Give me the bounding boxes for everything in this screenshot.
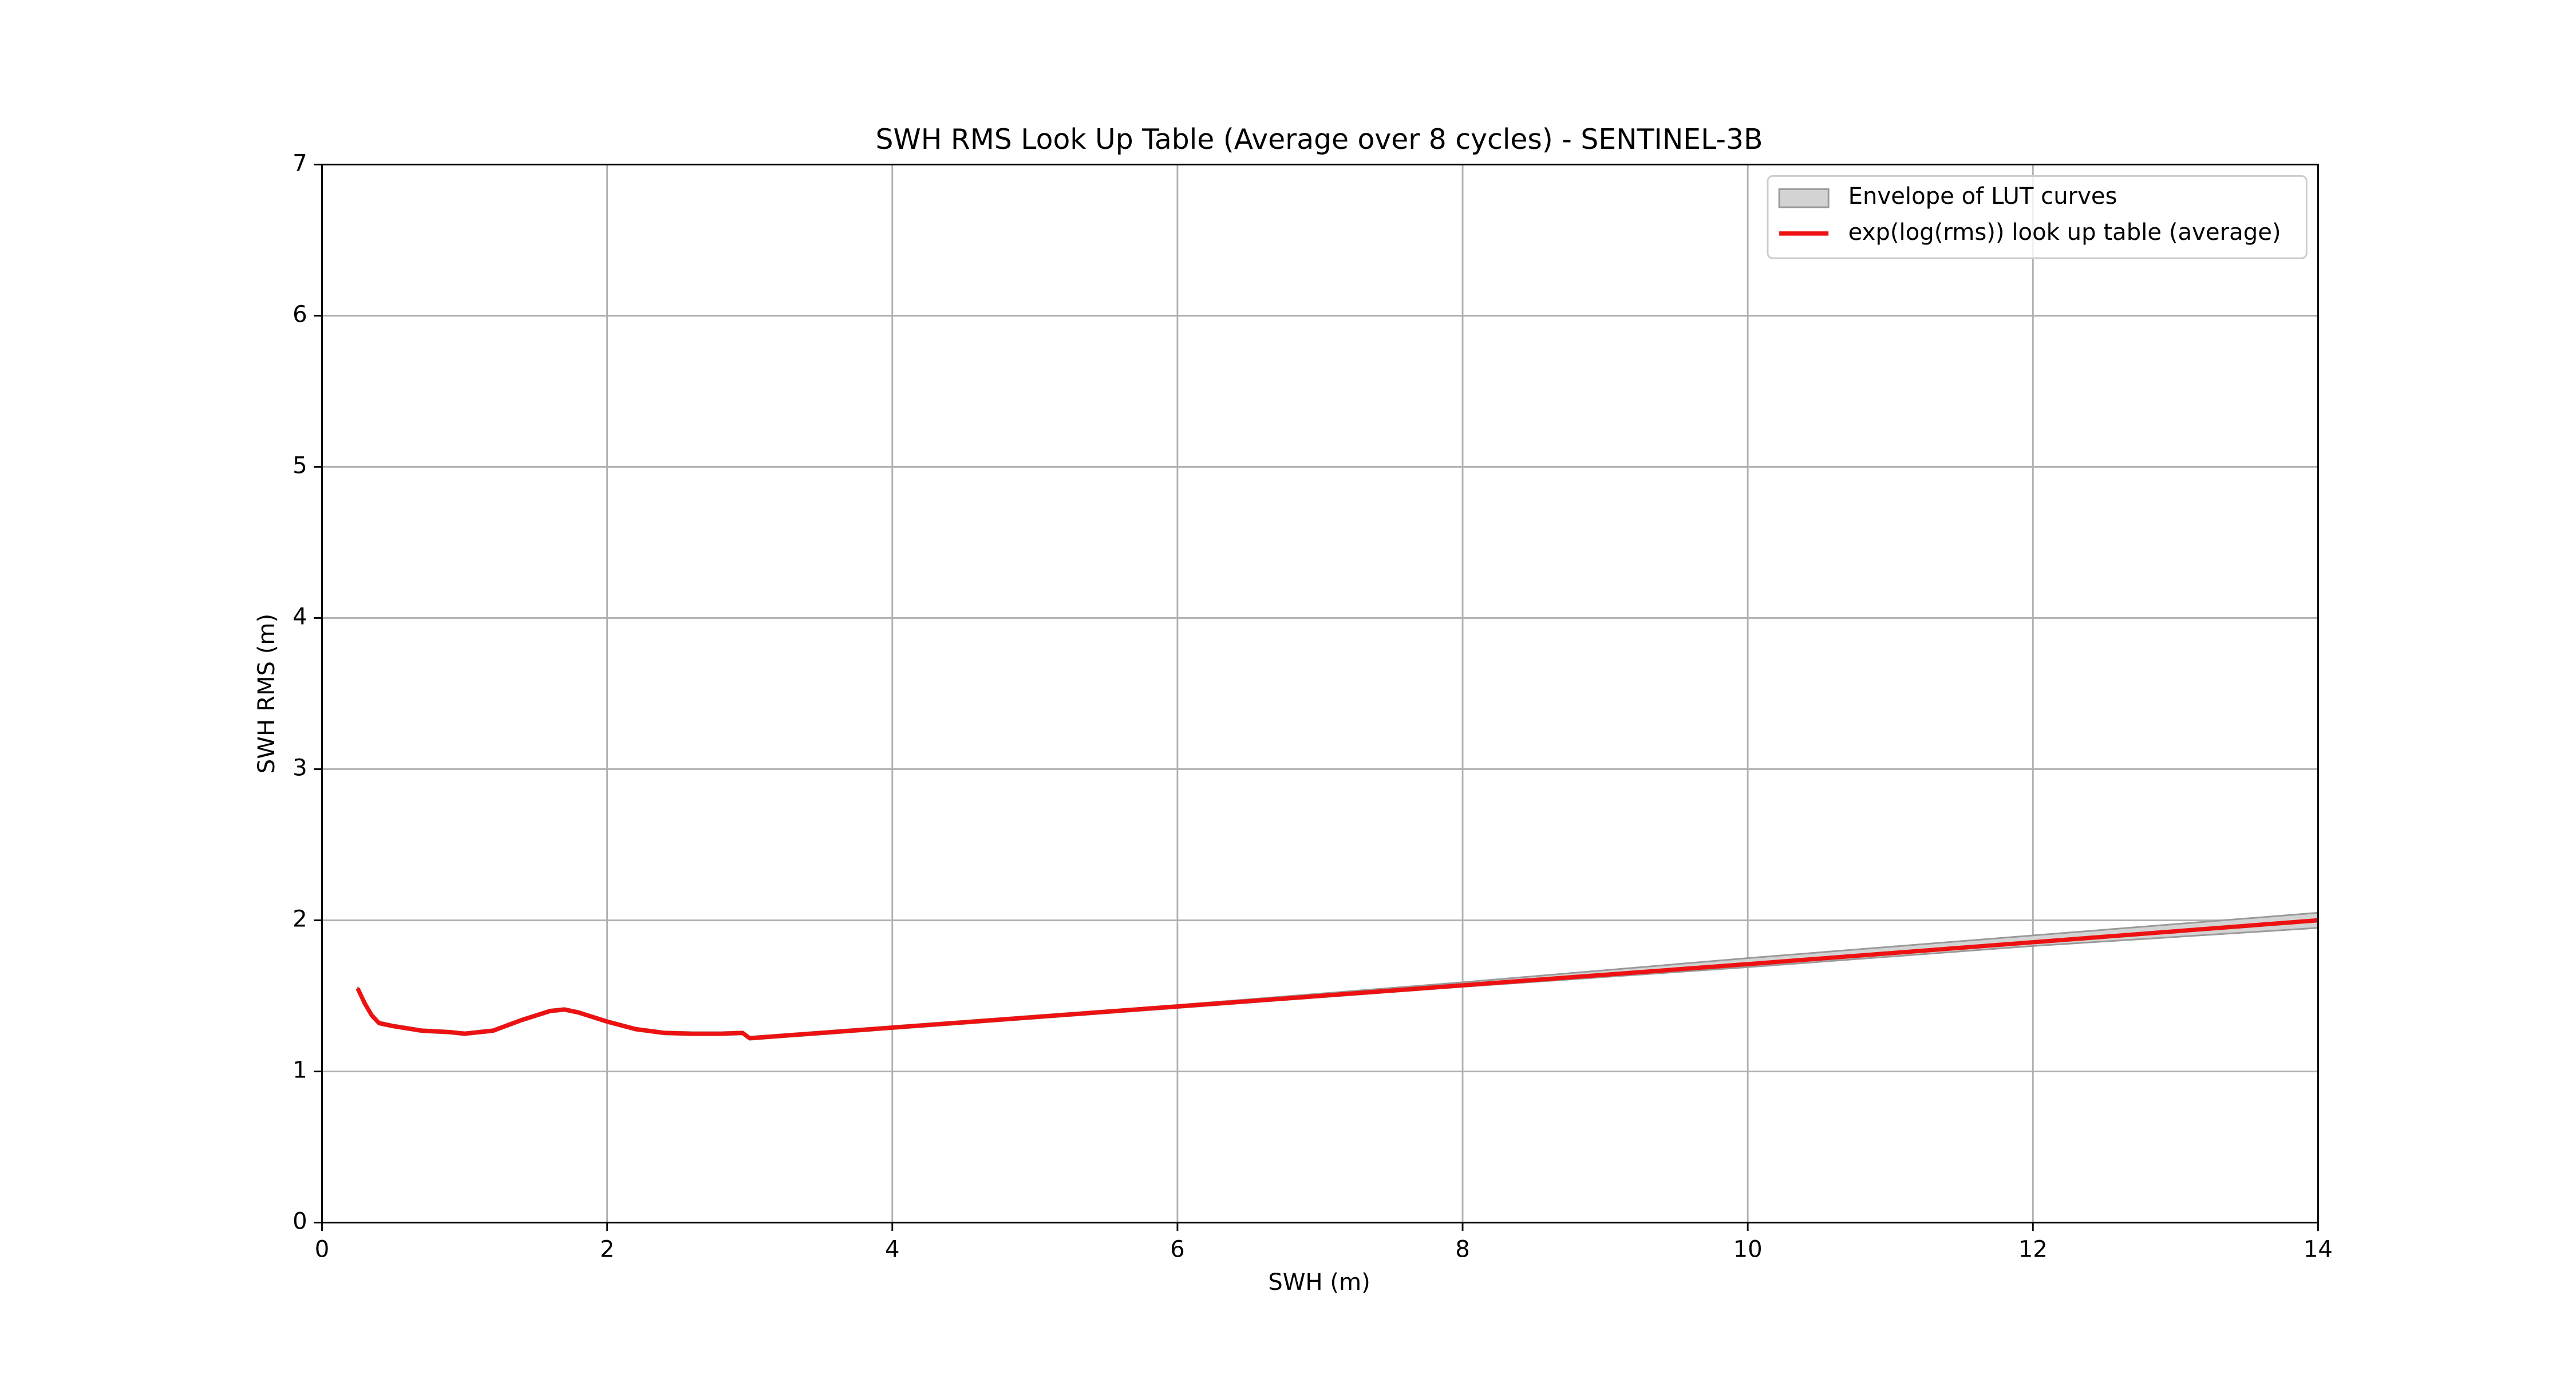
y-tick-label: 5 (293, 452, 307, 479)
legend-box (1767, 175, 2308, 259)
y-tick-label: 3 (293, 755, 307, 781)
x-tick-label: 10 (1733, 1236, 1763, 1262)
x-tick-label: 4 (885, 1236, 900, 1262)
x-tick-label: 8 (1455, 1236, 1470, 1262)
y-tick-label: 4 (293, 603, 307, 630)
y-tick-label: 6 (293, 301, 307, 327)
y-tick-label: 2 (293, 906, 307, 933)
x-axis-label: SWH (m) (1268, 1269, 1370, 1296)
envelope-area (357, 911, 2319, 1041)
x-tick-label: 0 (315, 1236, 330, 1262)
x-tick-label: 14 (2304, 1236, 2333, 1262)
y-tick-label: 1 (293, 1057, 307, 1084)
legend-label: exp(log(rms)) look up table (average) (1848, 219, 2281, 246)
plot-frame (321, 163, 2319, 1224)
x-tick-label: 2 (600, 1236, 615, 1262)
x-tick-label: 12 (2018, 1236, 2048, 1262)
legend-swatch (1778, 188, 1830, 208)
x-tick-label: 6 (1170, 1236, 1185, 1262)
chart-title: SWH RMS Look Up Table (Average over 8 cy… (876, 123, 1763, 156)
y-tick-label: 0 (293, 1209, 307, 1235)
line (355, 918, 2318, 1041)
y-axis-label: SWH RMS (m) (254, 614, 280, 773)
legend-label: Envelope of LUT curves (1848, 183, 2117, 210)
y-tick-label: 7 (293, 150, 307, 176)
